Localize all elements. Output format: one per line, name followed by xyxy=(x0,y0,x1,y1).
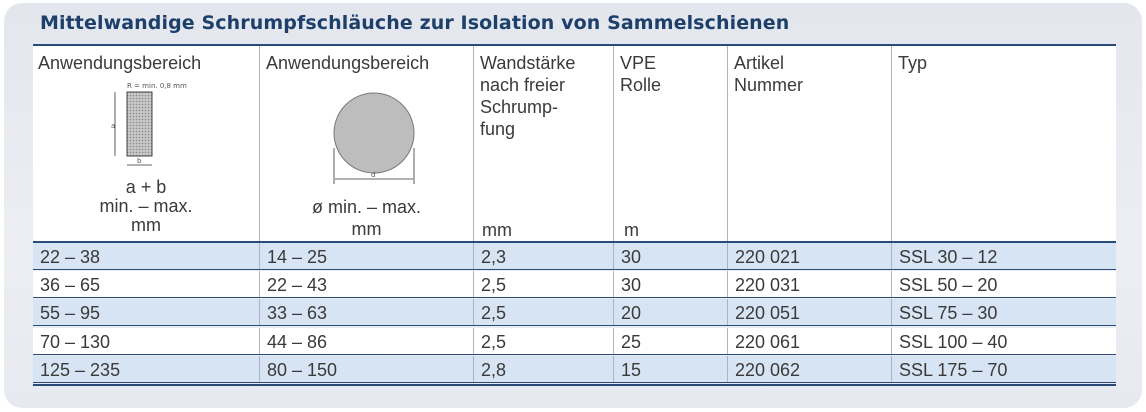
cell-wall-thickness: 2,8 xyxy=(474,355,614,382)
header-col4-line2: Rolle xyxy=(620,75,662,95)
cell-package: 15 xyxy=(614,355,728,382)
header-col3-line3: Schrump- xyxy=(480,97,559,117)
header-col-busbar-range: Anwendungsbereich R = min. 0,8 mm a b a … xyxy=(33,46,260,241)
header-col5-line2: Nummer xyxy=(734,75,804,95)
table-header: Anwendungsbereich R = min. 0,8 mm a b a … xyxy=(33,46,1116,241)
header-col-round-range: Anwendungsbereich d ø min. – max. mm xyxy=(260,46,474,241)
cell-round-range: 44 – 86 xyxy=(260,327,474,354)
cell-package: 30 xyxy=(614,271,728,298)
cell-round-range: 14 – 25 xyxy=(260,243,474,269)
busbar-radius-note: R = min. 0,8 mm xyxy=(127,82,187,90)
cell-wall-thickness: 2,5 xyxy=(474,271,614,298)
cell-package: 25 xyxy=(614,327,728,354)
cell-round-range: 80 – 150 xyxy=(260,355,474,382)
table-row: 70 – 130 44 – 86 2,5 25 220 061 SSL 100 – 40 xyxy=(33,327,1116,355)
header-col-wall-thickness: Wandstärke nach freier Schrump- fung mm xyxy=(474,46,614,241)
cell-type: SSL 50 – 20 xyxy=(899,275,998,296)
header-col-package: VPE Rolle m xyxy=(614,46,728,241)
busbar-dim-b: b xyxy=(137,157,142,165)
cell-type: SSL 75 – 30 xyxy=(899,303,998,324)
header-col-article: Artikel Nummer xyxy=(728,46,892,241)
header-col3-line1: Wandstärke xyxy=(480,53,576,73)
cell-wall-thickness: 2,5 xyxy=(474,327,614,354)
cell-article-number: 220 051 xyxy=(728,299,892,326)
header-col1-unit: mm xyxy=(131,215,161,235)
header-col4-line1: VPE xyxy=(620,53,657,73)
header-col-type: Typ xyxy=(892,46,1116,241)
header-col4-unit: m xyxy=(624,220,639,240)
busbar-figure: R = min. 0,8 mm a b xyxy=(111,82,187,166)
cell-busbar-range: 22 – 38 xyxy=(33,243,260,269)
header-col2-label: Anwendungsbereich xyxy=(266,53,430,73)
busbar-dim-a: a xyxy=(111,122,115,130)
cell-type: SSL 30 – 12 xyxy=(899,247,998,267)
cell-busbar-range: 70 – 130 xyxy=(33,327,260,354)
header-col3-line4: fung xyxy=(480,119,516,139)
cell-busbar-range: 36 – 65 xyxy=(33,271,260,298)
cell-wall-thickness: 2,3 xyxy=(474,243,614,269)
header-col1-formula: a + b xyxy=(125,177,167,197)
header-col2-range: ø min. – max. xyxy=(311,197,422,217)
cell-busbar-range: 125 – 235 xyxy=(33,355,260,382)
table-row: 36 – 65 22 – 43 2,5 30 220 031 SSL 50 – 20 xyxy=(33,271,1116,299)
header-col1-label: Anwendungsbereich xyxy=(38,53,202,73)
cell-article-number: 220 062 xyxy=(728,355,892,382)
header-col1-range: min. – max. xyxy=(99,196,193,216)
header-col5-line1: Artikel xyxy=(734,53,785,73)
page-title: Mittelwandige Schrumpfschläuche zur Isol… xyxy=(40,12,790,34)
cell-article-number: 220 031 xyxy=(728,271,892,298)
cell-type: SSL 175 – 70 xyxy=(899,359,1008,380)
cell-type: SSL 100 – 40 xyxy=(899,331,1008,352)
header-col2-unit: mm xyxy=(351,219,382,239)
table-row: 125 – 235 80 – 150 2,8 15 220 062 SSL 175 – 7… xyxy=(33,355,1116,383)
cell-round-range: 22 – 43 xyxy=(260,271,474,298)
table-bottom-rule xyxy=(33,384,1116,386)
cell-article-number: 220 061 xyxy=(728,327,892,354)
header-divider xyxy=(33,241,1116,243)
round-dim-d: d xyxy=(371,171,375,179)
header-col6-line1: Typ xyxy=(898,53,928,73)
cell-package: 30 xyxy=(614,243,728,269)
cell-busbar-range: 55 – 95 xyxy=(33,299,260,326)
cell-package: 20 xyxy=(614,299,728,326)
round-conductor-figure: d xyxy=(333,92,415,184)
table-row: 22 – 38 14 – 25 2,3 30 220 021 SSL 30 – 12 xyxy=(33,243,1116,270)
table-row: 55 – 95 33 – 63 2,5 20 220 051 SSL 75 – 30 xyxy=(33,299,1116,327)
cell-wall-thickness: 2,5 xyxy=(474,299,614,326)
title-divider xyxy=(33,44,1116,46)
cell-round-range: 33 – 63 xyxy=(260,299,474,326)
header-col3-line2: nach freier xyxy=(480,75,566,95)
header-col3-unit: mm xyxy=(482,220,512,240)
cell-article-number: 220 021 xyxy=(728,243,892,269)
